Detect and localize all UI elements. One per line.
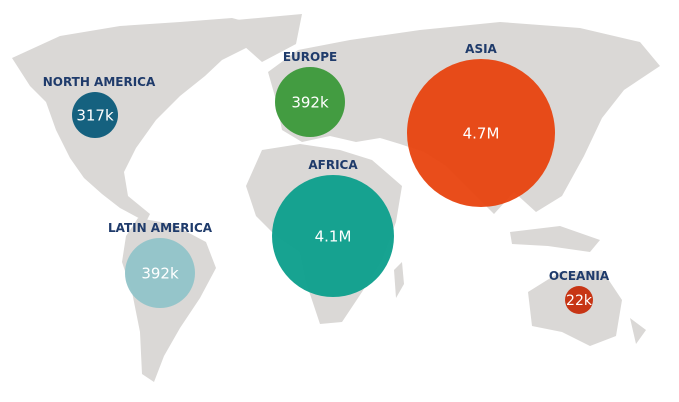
region-bubble	[72, 92, 118, 138]
region-value: 392k	[141, 265, 179, 283]
region-value: 22k	[566, 293, 593, 309]
region-bubble	[125, 238, 195, 308]
region-value: 392k	[291, 94, 329, 112]
region-bubble	[565, 286, 593, 314]
region-value: 4.1M	[315, 228, 352, 246]
islands-land	[510, 226, 646, 344]
region-name: AFRICA	[308, 158, 358, 172]
bubbles: 317k NORTH AMERICA 392k EUROPE 4.7M ASIA 4.1M A…	[43, 42, 610, 314]
region-name: ASIA	[465, 42, 497, 56]
region-name: LATIN AMERICA	[108, 221, 213, 235]
greenland-land	[236, 14, 302, 62]
madagascar-land	[394, 262, 404, 298]
region-bubble	[407, 59, 555, 207]
region-name: NORTH AMERICA	[43, 75, 156, 89]
region-bubble	[272, 175, 394, 297]
region-value: 317k	[76, 107, 114, 125]
region-bubble	[275, 67, 345, 137]
region-name: EUROPE	[283, 50, 337, 64]
region-name: OCEANIA	[549, 269, 610, 283]
region-value: 4.7M	[463, 125, 500, 143]
north-america-land	[12, 18, 262, 222]
